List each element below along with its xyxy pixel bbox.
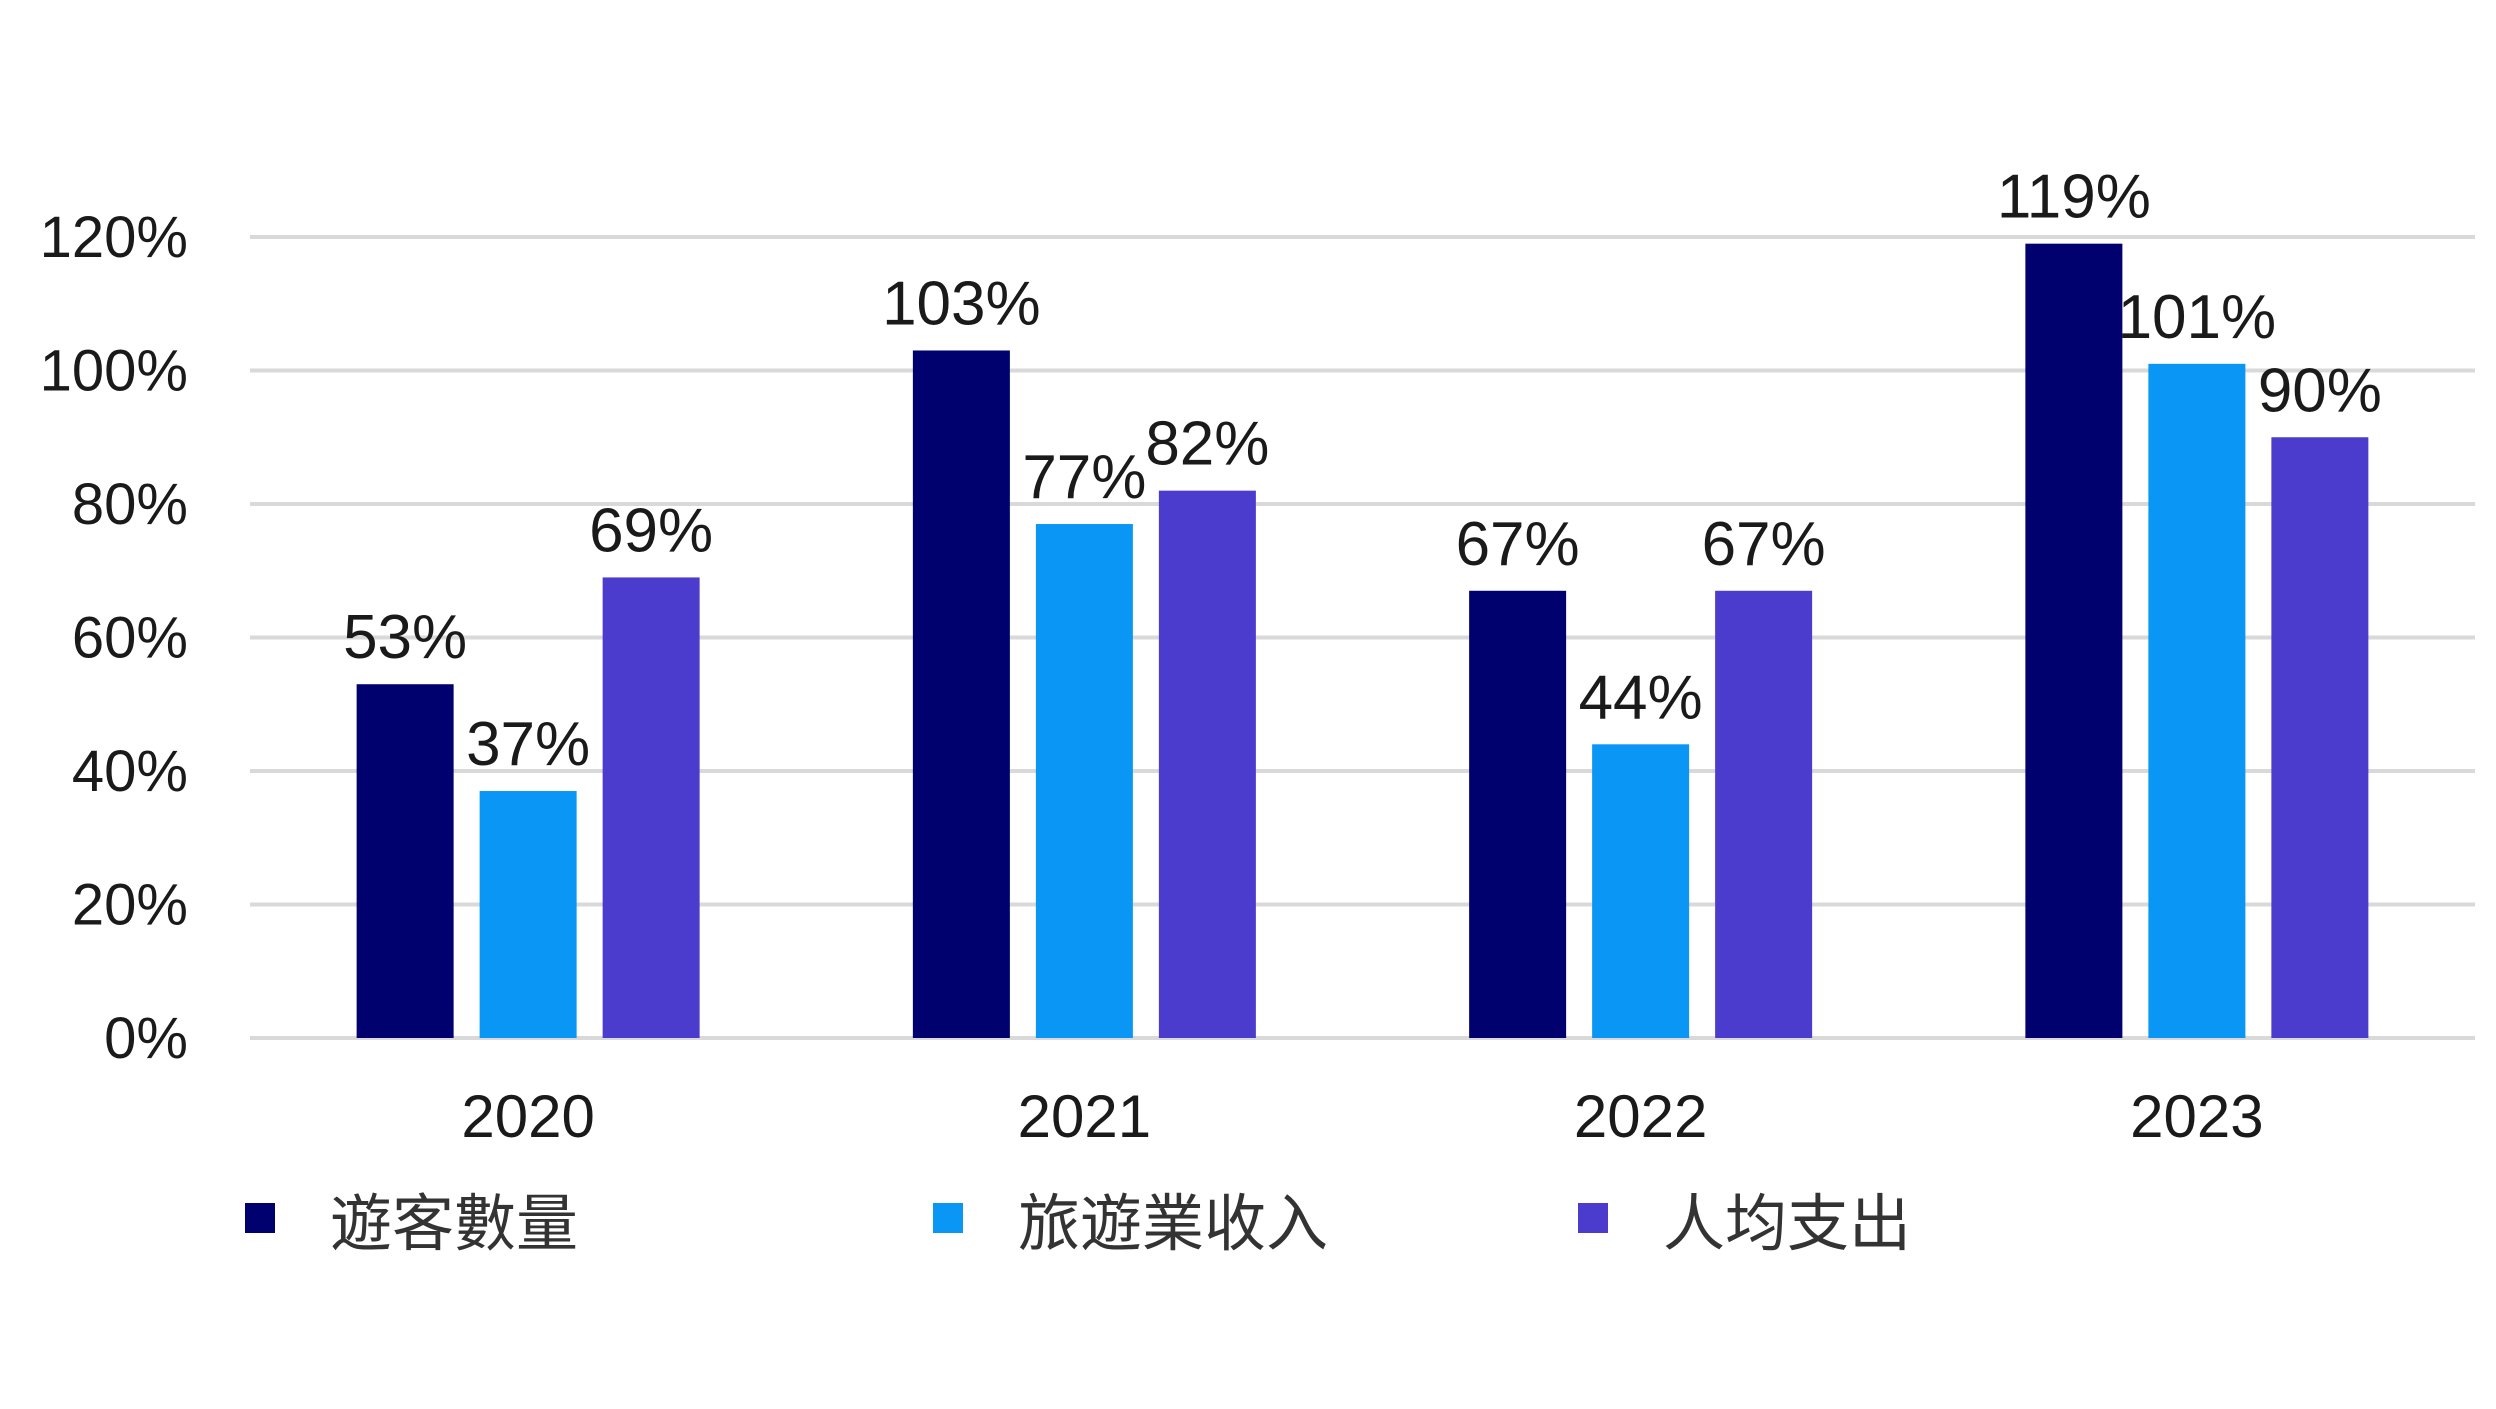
legend-swatch	[933, 1203, 963, 1233]
bar-2023-2	[2148, 363, 2246, 1038]
legend-label: 人均支出	[1663, 1190, 1911, 1259]
y-tick-label: 0%	[104, 1006, 188, 1071]
x-axis-labels: 2020 2021 2022 2023	[461, 1083, 2263, 1150]
x-tick-label: 2021	[1018, 1083, 1151, 1150]
bar-2021-2	[1035, 524, 1133, 1038]
data-label: 67%	[1702, 510, 1826, 579]
x-tick-label: 2020	[461, 1083, 594, 1150]
y-tick-label: 120%	[40, 205, 188, 270]
y-tick-label: 80%	[72, 472, 188, 537]
bar-2021-3	[1158, 490, 1256, 1038]
y-tick-label: 40%	[72, 739, 188, 804]
data-label: 37%	[466, 710, 590, 779]
bar-2023-1	[2025, 243, 2123, 1039]
bar-2022-3	[1715, 590, 1813, 1038]
data-label: 44%	[1579, 663, 1703, 732]
legend-item: 旅遊業收入	[933, 1190, 1328, 1259]
bar-2023-3	[2271, 437, 2369, 1038]
bar-2022-1	[1469, 590, 1567, 1038]
data-label: 69%	[589, 496, 713, 565]
x-tick-label: 2023	[2130, 1083, 2263, 1150]
y-tick-label: 100%	[40, 339, 188, 404]
legend-label: 遊客數量	[330, 1190, 578, 1259]
legend-swatch	[245, 1203, 275, 1233]
bar-2020-2	[479, 791, 577, 1038]
data-label: 53%	[343, 603, 467, 672]
y-tick-label: 20%	[72, 873, 188, 938]
gridlines	[250, 235, 2475, 1040]
bar-2020-3	[602, 577, 700, 1038]
data-label: 101%	[2118, 283, 2277, 352]
data-label: 103%	[882, 269, 1041, 338]
data-label: 119%	[1997, 163, 2151, 232]
legend-item: 人均支出	[1578, 1190, 1911, 1259]
y-tick-label: 60%	[72, 606, 188, 671]
legend-label: 旅遊業收入	[1018, 1190, 1328, 1259]
data-label: 82%	[1145, 410, 1269, 479]
data-label: 90%	[2258, 356, 2382, 425]
legend: 遊客數量 旅遊業收入 人均支出	[245, 1190, 1911, 1259]
data-label: 67%	[1456, 510, 1580, 579]
x-tick-label: 2022	[1574, 1083, 1707, 1150]
legend-swatch	[1578, 1203, 1608, 1233]
bar-2022-2	[1592, 744, 1690, 1038]
bar-2020-1	[356, 684, 454, 1038]
y-axis-ticks: 0% 20% 40% 60% 80% 100% 120%	[40, 205, 188, 1071]
legend-item: 遊客數量	[245, 1190, 578, 1259]
data-label: 77%	[1022, 443, 1146, 512]
bar-2021-1	[912, 350, 1010, 1039]
data-labels: 53% 37% 69% 103% 77%82% 67% 44% 67% 119% 101%90%	[343, 163, 2382, 779]
bars	[356, 243, 2369, 1039]
